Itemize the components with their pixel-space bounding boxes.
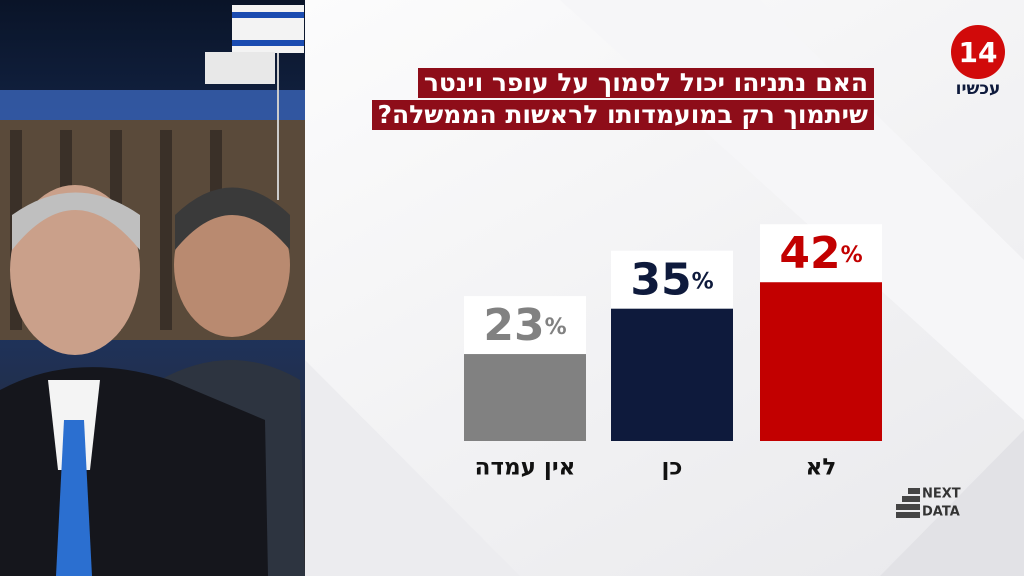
bar [760,282,882,441]
category-label: לא [806,455,837,481]
bar [464,354,586,441]
logo-circle [951,25,1005,79]
title-line: שיתמוך רק במועמדותו לראשות הממשלה? [371,100,874,130]
label-box [464,296,586,355]
value-label: 42% [779,228,862,279]
title: האם נתניהו יכול לסמוך על עופר וינטר שיתמ… [371,68,874,132]
logo-text: עכשיו [956,79,1001,99]
value-unit: % [545,315,567,340]
bg-shape [305,360,520,576]
value-number: 23 [483,300,544,351]
value-label: 35% [630,255,713,306]
label-box [760,224,882,283]
source-logo: DATA [922,505,960,520]
photo [0,0,305,576]
bar [611,308,733,441]
value-number: 42 [779,228,840,279]
value-unit: % [841,243,863,268]
source-icon [896,488,920,518]
value-number: 35 [630,255,691,306]
bg-shape [880,430,1024,576]
logo-number: 14 [959,36,998,69]
value-unit: % [692,270,714,295]
title-line: האם נתניהו יכול לסמוך על עופר וינטר [417,68,874,98]
category-label: אין עמדה [475,455,576,481]
category-label: כן [662,455,683,481]
source-logo: NEXT [922,487,961,502]
value-label: 23% [483,300,566,351]
label-box [611,250,733,309]
